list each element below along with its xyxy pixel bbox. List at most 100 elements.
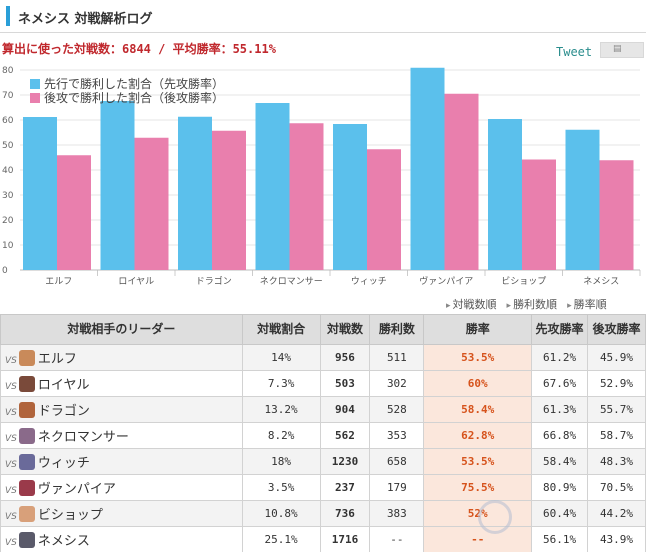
second-rate-cell: 55.7%	[587, 396, 646, 423]
leader-cell: VS ドラゴン	[0, 396, 243, 423]
rate-cell: 60%	[423, 370, 533, 397]
legend-swatch-second	[30, 93, 40, 103]
share-cell: 25.1%	[241, 526, 321, 552]
table-row[interactable]: VS ロイヤル 7.3% 503 302 60% 67.6% 52.9%	[0, 370, 646, 397]
wins-cell: 383	[369, 500, 425, 527]
table-row[interactable]: VS ビショップ 10.8% 736 383 52% 60.4% 44.2%	[0, 500, 646, 527]
bookmark-button[interactable]: ▤	[600, 42, 644, 58]
matchup-table: 対戦相手のリーダー 対戦割合 対戦数 勝利数 勝率 先攻勝率 後攻勝率 VS エル…	[0, 314, 646, 552]
rate-cell: 62.8%	[423, 422, 533, 449]
leader-cell: VS ネメシス	[0, 526, 243, 552]
leader-cell: VS ロイヤル	[0, 370, 243, 397]
y-tick-label: 80	[2, 66, 14, 76]
bar-first	[565, 129, 600, 270]
header-accent-bar	[6, 6, 10, 26]
wins-cell: 179	[369, 474, 425, 501]
leader-avatar	[18, 480, 35, 496]
vs-label: VS	[5, 382, 17, 392]
vs-label: VS	[5, 486, 17, 496]
first-rate-cell: 58.4%	[531, 448, 589, 475]
wins-cell: 658	[369, 448, 425, 475]
leader-name: ビショップ	[37, 508, 103, 523]
wins-cell: 511	[369, 344, 425, 371]
rate-value: 60%	[467, 377, 488, 390]
leader-name: ドラゴン	[37, 404, 90, 419]
rate-value: 62.8%	[461, 429, 495, 442]
rate-value: 58.4%	[461, 403, 495, 416]
header-rate[interactable]: 勝率	[423, 314, 533, 345]
table-row[interactable]: VS ドラゴン 13.2% 904 528 58.4% 61.3% 55.7%	[0, 396, 646, 423]
battles-cell: 956	[319, 344, 371, 371]
leader-cell: VS ヴァンパイア	[0, 474, 243, 501]
bar-first	[23, 117, 57, 270]
summary-text: 算出に使った対戦数：6844 / 平均勝率：55.11%	[2, 42, 276, 56]
bar-first	[488, 119, 522, 270]
chart-legend: 先行で勝利した割合（先攻勝率） 後攻で勝利した割合（後攻勝率）	[30, 77, 224, 105]
vs-label: VS	[5, 434, 17, 444]
legend-item-first: 先行で勝利した割合（先攻勝率）	[30, 77, 224, 91]
bar-second	[599, 160, 634, 270]
battles-cell: 1716	[319, 526, 371, 552]
leader-avatar	[18, 350, 35, 366]
leader-name: エルフ	[37, 352, 77, 367]
share-cell: 7.3%	[241, 370, 321, 397]
leader-avatar	[18, 428, 35, 444]
bar-second	[289, 123, 324, 270]
rate-value: --	[471, 533, 485, 546]
winrate-chart: 0 10 20 30 40 50 60 70 80 エルフ ロイヤル ドラゴン ネクロマンサー ウィッチ ヴ…	[2, 66, 641, 287]
battles-cell: 237	[319, 474, 371, 501]
table-row[interactable]: VS ウィッチ 18% 1230 658 53.5% 58.4% 48.3%	[0, 448, 646, 475]
sort-by-rate-link[interactable]: 勝率順	[567, 296, 607, 312]
leader-cell: VS ウィッチ	[0, 448, 243, 475]
bar-second	[522, 159, 556, 270]
first-rate-cell: 61.2%	[531, 344, 589, 371]
rate-cell: 75.5%	[423, 474, 533, 501]
rate-value: 53.5%	[461, 351, 495, 364]
leader-avatar	[18, 506, 35, 522]
header-share[interactable]: 対戦割合	[241, 314, 321, 345]
x-tick-label: ドラゴン	[196, 275, 232, 287]
y-tick-label: 50	[2, 141, 14, 151]
tweet-link[interactable]: Tweet	[556, 45, 593, 59]
page-header: ネメシス 対戦解析ログ	[0, 0, 646, 33]
leader-cell: VS エルフ	[0, 344, 243, 371]
wins-cell: 528	[369, 396, 425, 423]
sort-by-wins-link[interactable]: 勝利数順	[507, 296, 557, 312]
bar-second	[444, 93, 479, 270]
header-battles[interactable]: 対戦数	[319, 314, 371, 345]
second-rate-cell: 45.9%	[587, 344, 646, 371]
bar-second	[134, 137, 169, 270]
y-tick-label: 0	[2, 266, 8, 276]
header-leader[interactable]: 対戦相手のリーダー	[0, 314, 243, 345]
vs-label: VS	[5, 538, 17, 548]
sort-by-battles-link[interactable]: 対戦数順	[446, 296, 497, 312]
second-rate-cell: 48.3%	[587, 448, 646, 475]
leader-cell: VS ビショップ	[0, 500, 243, 527]
x-tick-label: ロイヤル	[118, 277, 154, 287]
vs-label: VS	[5, 512, 17, 522]
second-rate-cell: 44.2%	[587, 500, 646, 527]
header-first-rate[interactable]: 先攻勝率	[531, 314, 589, 345]
rate-cell: --	[423, 526, 533, 552]
table-row[interactable]: VS ヴァンパイア 3.5% 237 179 75.5% 80.9% 70.5%	[0, 474, 646, 501]
rate-value: 75.5%	[461, 481, 495, 494]
x-tick-label: エルフ	[45, 277, 72, 287]
y-tick-label: 30	[2, 191, 14, 201]
header-second-rate[interactable]: 後攻勝率	[587, 314, 646, 345]
share-cell: 14%	[241, 344, 321, 371]
wins-cell: --	[369, 526, 425, 552]
battles-cell: 562	[319, 422, 371, 449]
bar-first	[410, 67, 445, 270]
sort-links: 対戦数順 勝利数順 勝率順	[446, 296, 607, 312]
y-tick-label: 10	[2, 241, 14, 251]
header-wins[interactable]: 勝利数	[369, 314, 425, 345]
leader-name: ロイヤル	[37, 378, 90, 393]
legend-label-first: 先行で勝利した割合（先攻勝率）	[44, 77, 225, 91]
table-row[interactable]: VS エルフ 14% 956 511 53.5% 61.2% 45.9%	[0, 344, 646, 371]
battles-cell: 904	[319, 396, 371, 423]
y-tick-label: 70	[2, 91, 14, 101]
first-rate-cell: 61.3%	[531, 396, 589, 423]
rate-value: 53.5%	[461, 455, 495, 468]
leader-avatar	[18, 454, 35, 470]
table-row[interactable]: VS ネクロマンサー 8.2% 562 353 62.8% 66.8% 58.7%	[0, 422, 646, 449]
